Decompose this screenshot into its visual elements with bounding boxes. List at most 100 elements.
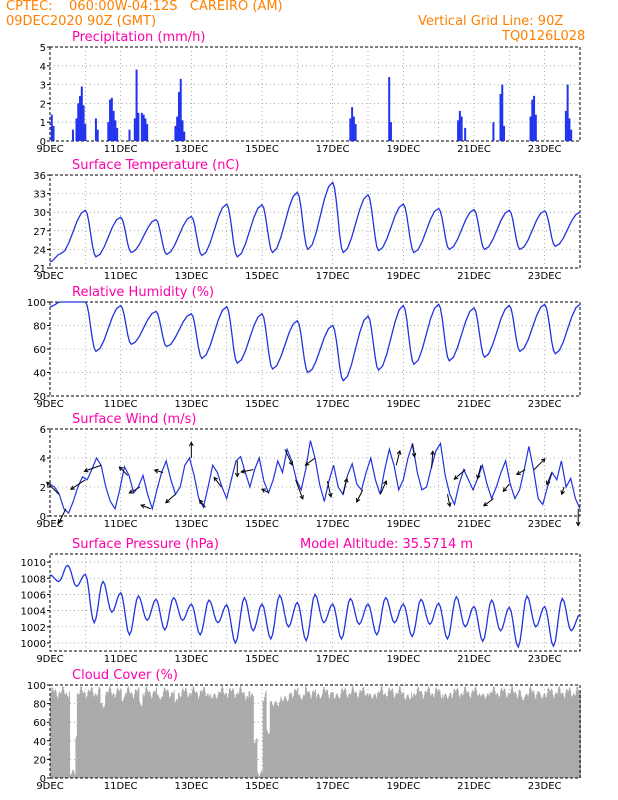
cloud-bar <box>151 697 153 778</box>
cloud-bar <box>345 689 347 778</box>
cloud-bar <box>464 686 466 778</box>
cloud-bar <box>404 698 406 778</box>
wind-arrow-shaft <box>199 499 206 508</box>
cloud-bar <box>434 693 436 778</box>
cloud-bar <box>127 685 129 778</box>
cloud-bar <box>452 697 454 778</box>
cloud-bar <box>208 695 210 778</box>
precip-bar <box>564 110 567 141</box>
cloud-bar <box>520 695 522 778</box>
wind-arrow-shaft <box>379 480 387 495</box>
cloud-bar <box>228 693 230 778</box>
cloud-bar <box>83 691 85 778</box>
precip-bar <box>492 122 495 141</box>
cloud-bar <box>162 696 164 778</box>
cloud-bar <box>483 694 485 778</box>
cloud-bar <box>383 695 385 778</box>
cloud-bar <box>513 693 515 778</box>
cloud-bar <box>53 691 55 778</box>
cloud-bar <box>358 693 360 778</box>
cloud-bar <box>452 693 454 778</box>
cloud-bar <box>182 689 184 778</box>
cloud-bar <box>252 693 254 778</box>
cloud-bar <box>196 691 198 778</box>
cloud-bar <box>523 699 525 778</box>
cloud-bar <box>317 694 319 778</box>
cloud-bar <box>278 702 280 778</box>
rh-xtick-label: 15DEC <box>245 399 279 410</box>
precip-ytick-label: 1 <box>40 118 46 129</box>
cloud-bar <box>355 692 357 778</box>
cloud-bar <box>290 692 292 778</box>
cloud-bar <box>457 687 459 778</box>
cloud-bar <box>183 691 185 778</box>
cloud-bar <box>295 691 297 778</box>
cloud-bar <box>526 693 528 778</box>
precip-bar <box>181 120 184 141</box>
cloud-bar <box>432 694 434 778</box>
cloud-bar <box>89 691 91 778</box>
cloud-bar <box>462 695 464 778</box>
cloud-bar <box>382 694 384 778</box>
cloud-bar <box>456 689 458 778</box>
wind-arrow <box>46 481 60 495</box>
cloud-bar <box>331 693 333 778</box>
cloud-bar <box>448 695 450 778</box>
cloud-bar <box>290 693 292 778</box>
cloud-bar <box>570 690 572 778</box>
cloud-bar <box>121 700 123 778</box>
wind-arrow-shaft <box>561 486 565 495</box>
cloud-bar <box>286 699 288 778</box>
cloud-bar <box>336 693 338 778</box>
cloud-bar <box>454 688 456 778</box>
wind-arrow-head <box>140 504 146 509</box>
wind-arrow-head <box>382 480 388 486</box>
cloud-bar <box>134 689 136 778</box>
cloud-bar <box>71 770 73 778</box>
cloud-bar <box>168 696 170 778</box>
cloud-bar <box>85 697 87 778</box>
cloud-bar <box>515 693 517 778</box>
header-grid-line: Vertical Grid Line: 90Z <box>418 14 564 29</box>
cloud-bar <box>93 696 95 778</box>
cloud-bar <box>243 692 245 778</box>
cloud-bar <box>491 693 493 778</box>
cloud-bar <box>304 696 306 778</box>
cloud-bar <box>206 696 208 778</box>
cloud-bar <box>430 695 432 778</box>
cloud-bar <box>505 692 507 778</box>
cloud-bar <box>447 698 449 778</box>
cloud-bar <box>563 695 565 778</box>
cloud-bar <box>262 700 264 778</box>
cloud-bar <box>444 694 446 778</box>
cloud-bar <box>76 735 78 778</box>
precip-bar <box>534 114 537 141</box>
cloud-bar <box>231 690 233 778</box>
cloud-bar <box>263 701 265 778</box>
cloud-bar <box>83 692 85 778</box>
precip-bar <box>128 129 131 141</box>
cloud-bar <box>280 696 282 778</box>
cloud-bar <box>539 694 541 778</box>
cloud-bar <box>427 688 429 778</box>
cloud-bar <box>215 696 217 778</box>
cloud-bar <box>153 690 155 778</box>
cloud-bar <box>543 693 545 778</box>
precip-bar <box>503 125 506 141</box>
cloud-bar <box>71 773 73 778</box>
wind-arrow-shaft <box>447 494 451 507</box>
cloud-bar <box>329 698 331 778</box>
cloud-bar <box>318 695 320 778</box>
precip-bar <box>570 129 573 141</box>
cloud-bar <box>519 689 521 778</box>
pres-xtick-label: 13DEC <box>174 654 208 665</box>
cloud-bar <box>84 693 86 778</box>
cloud-bar <box>416 693 418 778</box>
wind-arrow <box>153 468 164 474</box>
cloud-bar <box>289 693 291 778</box>
cloud-xtick-label: 23DEC <box>528 781 562 792</box>
cloud-bar <box>325 691 327 778</box>
cloud-bar <box>111 695 113 778</box>
cloud-bar <box>160 697 162 778</box>
precip-bar <box>94 118 97 141</box>
